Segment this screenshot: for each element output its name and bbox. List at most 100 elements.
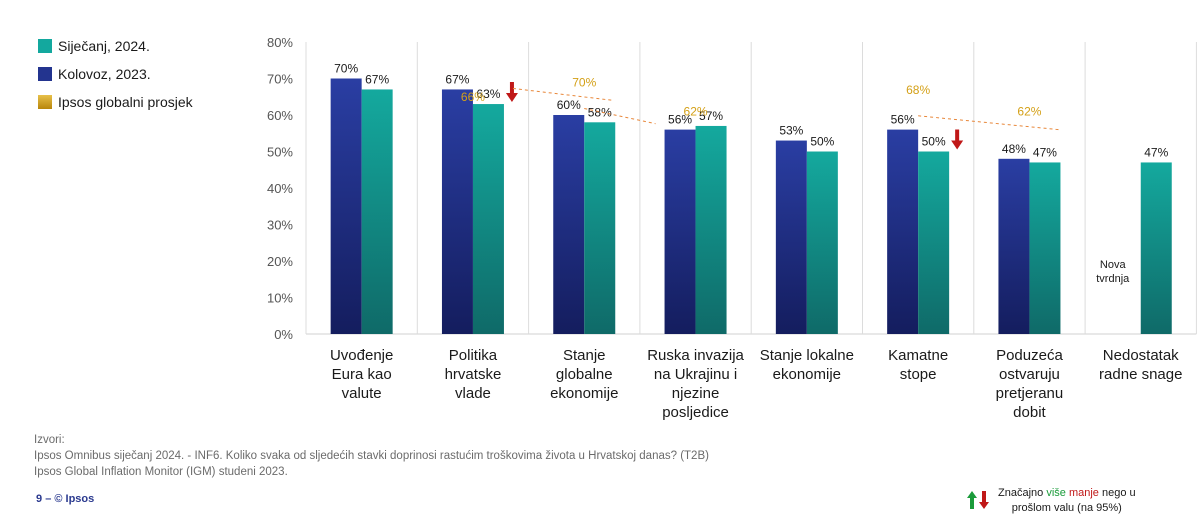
sources-title: Izvori: (34, 434, 65, 446)
bar-jan-6 (1029, 162, 1061, 334)
global-average-label: 68% (906, 83, 930, 97)
bar-jan-1 (472, 104, 504, 334)
global-average-label: 66% (461, 90, 485, 104)
y-tick-label: 0% (274, 327, 293, 342)
bar-jan-4 (806, 151, 838, 334)
category-label: ekonomije (773, 366, 841, 383)
category-label: pretjeranu (996, 385, 1064, 402)
data-label-aug: 48% (1002, 142, 1026, 156)
bar-jan-2 (584, 122, 616, 334)
legend-label-jan: Siječanj, 2024. (58, 38, 150, 54)
bar-aug-3 (664, 129, 696, 334)
data-label-aug: 67% (445, 72, 469, 86)
data-label-jan: 47% (1144, 145, 1168, 159)
category-label: ostvaruju (999, 366, 1060, 383)
bar-aug-1 (441, 89, 473, 334)
significance-down-icon (951, 129, 964, 150)
global-average-label: 70% (572, 76, 596, 90)
category-label: Ruska invazija (647, 347, 744, 364)
data-label-aug: 53% (779, 124, 803, 138)
data-label-aug: 60% (557, 98, 581, 112)
legend-item-aug: Kolovoz, 2023. (38, 60, 193, 88)
category-label: valute (342, 385, 382, 402)
data-label-jan: 67% (365, 72, 389, 86)
sources-line-1: Ipsos Omnibus siječanj 2024. - INF6. Kol… (34, 450, 709, 462)
category-label: Uvođenje (330, 347, 393, 364)
bar-jan-7 (1140, 162, 1172, 334)
category-label: posljedice (662, 404, 729, 421)
data-label-jan: 47% (1033, 145, 1057, 159)
page-footer: 9 – © Ipsos (36, 493, 94, 505)
data-label-jan: 50% (922, 135, 946, 149)
category-label: globalne (556, 366, 613, 383)
legend-label-global: Ipsos globalni prosjek (58, 94, 193, 110)
category-label: njezine (672, 385, 720, 402)
y-tick-label: 10% (267, 291, 293, 306)
legend-label-aug: Kolovoz, 2023. (58, 66, 151, 82)
category-label: Nedostatak (1103, 347, 1179, 364)
sources-note: Izvori: Ipsos Omnibus siječanj 2024. - I… (34, 432, 709, 480)
legend-swatch-global (38, 95, 52, 109)
bar-aug-2 (553, 115, 585, 334)
category-label: Poduzeća (996, 347, 1063, 364)
sources-line-2: Ipsos Global Inflation Monitor (IGM) stu… (34, 466, 288, 478)
bar-jan-3 (695, 125, 727, 334)
y-tick-label: 30% (267, 218, 293, 233)
sig-more: više (1046, 487, 1066, 499)
new-item-note: Nova (1100, 259, 1127, 271)
sig-less: manje (1068, 487, 1099, 499)
sig-suffix: nego u (1098, 487, 1136, 499)
significance-text: Značajno više manje nego u prošlom valu … (998, 486, 1136, 516)
y-tick-label: 70% (267, 72, 293, 87)
bar-jan-5 (918, 151, 950, 334)
y-tick-label: 20% (267, 254, 293, 269)
page-number: 9 (36, 493, 43, 505)
data-label-jan: 58% (588, 105, 612, 119)
category-label: radne snage (1099, 366, 1182, 383)
data-label-jan: 63% (476, 87, 500, 101)
global-trend-line (584, 108, 656, 125)
y-tick-label: 80% (267, 35, 293, 50)
category-label: Stanje lokalne (760, 347, 854, 364)
category-label: Eura kao (332, 366, 392, 383)
bar-jan-0 (361, 89, 393, 334)
data-label-aug: 56% (891, 113, 915, 127)
data-label-aug: 70% (334, 62, 358, 76)
category-label: Kamatne (888, 347, 948, 364)
category-label: Politika (449, 347, 498, 364)
new-item-note: tvrdnja (1096, 273, 1130, 285)
legend-swatch-jan (38, 39, 52, 53)
y-tick-label: 60% (267, 108, 293, 123)
arrow-up-icon (967, 491, 977, 509)
global-average-label: 62% (1017, 105, 1041, 119)
data-label-aug: 56% (668, 113, 692, 127)
data-label-jan: 57% (699, 109, 723, 123)
data-label-jan: 50% (810, 135, 834, 149)
legend-item-jan: Siječanj, 2024. (38, 32, 193, 60)
category-label: vlade (455, 385, 491, 402)
legend-item-global: Ipsos globalni prosjek (38, 88, 193, 116)
significance-arrows (966, 490, 990, 510)
bar-aug-5 (887, 129, 919, 334)
arrow-down-icon (979, 491, 989, 509)
global-trend-line (512, 87, 615, 101)
category-label: dobit (1013, 404, 1046, 421)
category-label: hrvatske (445, 366, 502, 383)
significance-note: Značajno više manje nego u prošlom valu … (966, 486, 1136, 516)
copyright-text: © Ipsos (54, 493, 95, 505)
y-tick-label: 50% (267, 145, 293, 160)
footer-separator: – (45, 493, 52, 505)
significance-down-icon (505, 82, 518, 103)
global-average-label: 62% (684, 105, 708, 119)
sig-prefix: Značajno (998, 487, 1047, 499)
sig-line-2: prošlom valu (na 95%) (1011, 502, 1122, 514)
legend: Siječanj, 2024. Kolovoz, 2023. Ipsos glo… (38, 32, 193, 116)
category-label: stope (900, 366, 937, 383)
y-tick-label: 40% (267, 181, 293, 196)
bar-aug-4 (775, 140, 807, 334)
category-label: Stanje (563, 347, 606, 364)
category-label: ekonomije (550, 385, 618, 402)
bar-aug-6 (998, 158, 1030, 334)
bar-aug-0 (330, 78, 362, 334)
